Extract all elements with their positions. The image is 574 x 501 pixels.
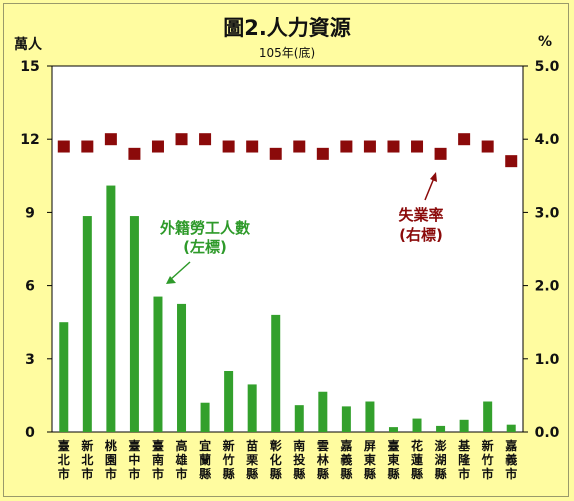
chart-title: 圖2.人力資源 xyxy=(223,16,351,40)
category-label: 臺北市 xyxy=(58,438,70,481)
category-label: 南投縣 xyxy=(293,438,305,481)
left-tick-label: 0 xyxy=(25,425,35,441)
category-label: 臺東縣 xyxy=(387,438,399,481)
unemployment-marker xyxy=(246,140,259,153)
category-label: 花蓮縣 xyxy=(411,438,423,481)
category-label: 基隆市 xyxy=(457,438,471,481)
bar xyxy=(177,303,187,432)
unemployment-marker xyxy=(363,140,376,153)
category-label: 高雄市 xyxy=(175,438,188,481)
unemployment-marker xyxy=(81,140,94,153)
annotation-arrowhead-foreign-workers xyxy=(166,276,176,284)
category-label: 宜蘭縣 xyxy=(199,438,211,481)
category-label: 新竹市 xyxy=(481,438,494,481)
bar xyxy=(483,401,493,432)
left-tick-label: 9 xyxy=(25,205,35,221)
unemployment-marker xyxy=(199,133,212,146)
right-tick-label: 3.0 xyxy=(535,205,560,221)
bar xyxy=(224,371,234,432)
bar xyxy=(436,425,446,432)
category-label: 桃園市 xyxy=(105,438,117,481)
bar xyxy=(59,322,69,432)
unemployment-marker xyxy=(104,133,117,146)
annotation-unemployment-line2: (右標) xyxy=(399,226,443,244)
bar xyxy=(365,401,375,432)
bar xyxy=(200,402,210,432)
unemployment-marker xyxy=(316,147,329,160)
unemployment-marker xyxy=(57,140,70,153)
bar xyxy=(341,406,351,432)
bar xyxy=(271,314,281,432)
unemployment-marker xyxy=(175,133,188,146)
bar xyxy=(412,418,422,432)
annotation-arrow-unemployment xyxy=(424,177,435,201)
annotation-unemployment-line1: 失業率 xyxy=(398,206,443,224)
bar xyxy=(388,427,398,432)
category-label: 新竹縣 xyxy=(222,438,235,481)
unemployment-marker xyxy=(128,147,141,160)
unemployment-marker xyxy=(340,140,353,153)
bar xyxy=(506,424,516,432)
unemployment-marker xyxy=(269,147,282,160)
unemployment-marker xyxy=(151,140,164,153)
bar xyxy=(153,296,163,432)
right-axis-unit: % xyxy=(538,34,553,50)
category-label: 澎湖縣 xyxy=(435,438,447,481)
plot-area xyxy=(51,65,524,433)
unemployment-marker xyxy=(293,140,306,153)
right-tick-label: 4.0 xyxy=(535,132,560,148)
right-tick-label: 5.0 xyxy=(535,59,560,75)
category-label: 苗栗縣 xyxy=(246,438,258,481)
right-tick-label: 2.0 xyxy=(535,279,560,295)
category-label: 嘉義市 xyxy=(504,438,517,481)
left-tick-label: 3 xyxy=(25,352,35,368)
category-label: 嘉義縣 xyxy=(339,438,352,481)
unemployment-marker xyxy=(222,140,235,153)
bar xyxy=(106,185,116,432)
bar xyxy=(82,216,92,432)
bar xyxy=(459,419,469,432)
category-label: 雲林縣 xyxy=(317,439,329,481)
left-axis-unit: 萬人 xyxy=(14,37,42,53)
unemployment-marker xyxy=(481,140,494,153)
unemployment-marker xyxy=(505,155,518,168)
annotation-arrowhead-unemployment xyxy=(430,172,437,182)
category-label: 屏東縣 xyxy=(363,439,376,481)
annotation-foreign-workers-line1: 外籍勞工人數 xyxy=(159,219,250,237)
category-label: 彰化縣 xyxy=(270,438,282,481)
unemployment-marker xyxy=(387,140,400,153)
category-label: 臺中市 xyxy=(128,438,140,481)
unemployment-marker xyxy=(411,140,424,153)
bar xyxy=(318,391,328,432)
bar xyxy=(247,384,257,432)
left-tick-label: 6 xyxy=(25,279,35,295)
annotation-foreign-workers-line2: (左標) xyxy=(183,238,227,256)
unemployment-marker xyxy=(458,133,471,146)
bar xyxy=(129,216,139,432)
left-tick-label: 15 xyxy=(20,59,39,75)
category-label: 新北市 xyxy=(81,438,93,481)
left-tick-label: 12 xyxy=(20,132,39,148)
annotation-arrow-foreign-workers xyxy=(169,261,191,281)
bar xyxy=(294,405,304,432)
category-label: 臺南市 xyxy=(152,438,164,481)
right-tick-label: 0.0 xyxy=(535,425,560,441)
unemployment-marker xyxy=(434,147,447,160)
chart-subtitle: 105年(底) xyxy=(258,46,316,60)
right-tick-label: 1.0 xyxy=(535,352,560,368)
